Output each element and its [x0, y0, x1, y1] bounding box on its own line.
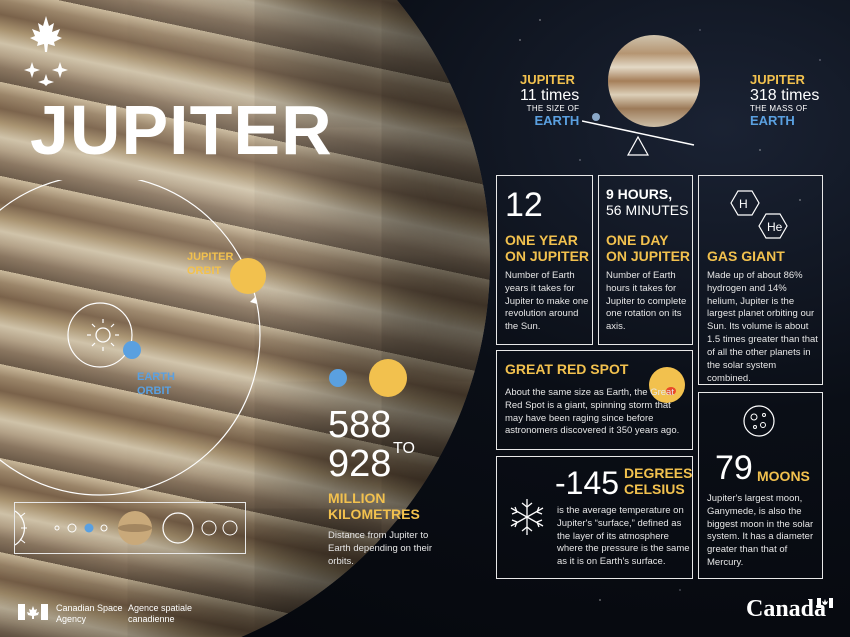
temperature-desc: is the average temperature on Jupiter's … [557, 505, 690, 568]
size-of: THE SIZE OF [526, 103, 580, 113]
earth-orbit-label-1: EARTH [137, 371, 175, 383]
orbit-diagram [0, 180, 266, 496]
temperature-box: -145 DEGREES CELSIUS is the average temp… [496, 456, 693, 579]
wordmark-flag-icon [817, 598, 833, 608]
distance-unit-2: KILOMETRES [328, 506, 420, 523]
year-head-1: ONE YEAR [505, 232, 578, 248]
snowflake-icon [510, 499, 544, 535]
year-desc: Number of Earth years it takes for Jupit… [505, 270, 589, 333]
temperature-head: DEGREES CELSIUS [624, 465, 692, 497]
temperature-head-1: DEGREES [624, 465, 693, 481]
temperature-head-2: CELSIUS [624, 481, 685, 498]
red-spot-icon [649, 367, 685, 403]
moons-desc: Jupiter's largest moon, Ganymede, is als… [707, 493, 814, 569]
distance-desc: Distance from Jupiter to Earth depending… [328, 530, 433, 567]
maple-sparkle-icon [24, 16, 68, 86]
distance-unit-1: MILLION [328, 490, 386, 506]
mass-planet: EARTH [750, 112, 795, 128]
red-spot-box: GREAT RED SPOT About the same size as Ea… [496, 350, 693, 450]
csa-english-2: Agency [56, 613, 87, 624]
distance-planets [329, 359, 407, 397]
csa-french: Agence spatiale canadienne [128, 603, 192, 625]
temperature-number: -145 [555, 465, 620, 501]
solar-system-box [14, 502, 246, 554]
mass-value: 318 times [750, 87, 820, 105]
jupiter-scale-icon [582, 35, 700, 156]
day-number-2: 56 MINUTES [606, 202, 689, 219]
day-head-1: ONE DAY [606, 232, 669, 248]
year-head-2: ON JUPITER [505, 248, 590, 265]
day-box: 9 HOURS, 56 MINUTES ONE DAY ON JUPITER N… [598, 175, 693, 345]
canada-flag-icon [18, 604, 48, 620]
mass-label: JUPITER [750, 72, 805, 87]
solar-system-icon [14, 510, 238, 546]
day-desc: Number of Earth hours it takes for Jupit… [606, 270, 687, 333]
jupiter-orbit-label: JUPITER ORBIT [187, 250, 233, 279]
earth-orbit-label: EARTH ORBIT [137, 370, 175, 399]
moons-box: 79 MOONS Jupiter's largest moon, Ganymed… [698, 392, 823, 579]
distance-to-word: TO [393, 440, 415, 457]
mass-of: THE MASS OF [750, 103, 808, 113]
size-label: JUPITER [520, 72, 575, 87]
size-planet: EARTH [534, 112, 580, 128]
page-title: JUPITER [30, 91, 333, 169]
day-number-1: 9 HOURS, [606, 186, 673, 202]
gas-giant-head: GAS GIANT [707, 248, 785, 264]
jupiter-orbit-label-1: JUPITER [187, 251, 234, 263]
moon-icon [743, 405, 775, 437]
day-head: ONE DAY ON JUPITER [606, 232, 690, 264]
red-spot-desc: About the same size as Earth, the Great … [505, 387, 680, 437]
year-head: ONE YEAR ON JUPITER [505, 232, 589, 264]
csa-english: Canadian Space Agency [56, 603, 123, 625]
size-value: 11 times [520, 87, 580, 105]
distance-to: 928 [328, 443, 392, 485]
gas-giant-desc: Made up of about 86% hydrogen and 14% he… [707, 270, 818, 384]
distance-unit: MILLION KILOMETRES [328, 490, 420, 522]
hydrogen-symbol: H [739, 197, 748, 211]
csa-french-1: Agence spatiale [128, 603, 193, 613]
earth-orbit-label-2: ORBIT [137, 385, 172, 398]
size-comparison: JUPITER 11 times THE SIZE OF EARTH [520, 72, 580, 128]
hexagon-icon [730, 190, 788, 239]
mass-comparison: JUPITER 318 times THE MASS OF EARTH [750, 72, 820, 128]
moons-number: 79 [715, 449, 753, 487]
day-number: 9 HOURS, 56 MINUTES [606, 186, 688, 218]
year-box: 12 ONE YEAR ON JUPITER Number of Earth y… [496, 175, 593, 345]
helium-symbol: He [767, 220, 783, 234]
jupiter-orbit-label-2: ORBIT [187, 265, 222, 278]
red-spot-head: GREAT RED SPOT [505, 361, 629, 377]
distance-from: 588 [328, 404, 392, 446]
year-number: 12 [505, 186, 543, 224]
canada-wordmark: Canada [746, 596, 827, 622]
gas-giant-box: H He GAS GIANT Made up of about 86% hydr… [698, 175, 823, 385]
csa-french-2: canadienne [128, 613, 175, 624]
day-head-2: ON JUPITER [606, 248, 691, 265]
csa-english-1: Canadian Space [56, 603, 123, 613]
moons-head: MOONS [757, 468, 810, 484]
